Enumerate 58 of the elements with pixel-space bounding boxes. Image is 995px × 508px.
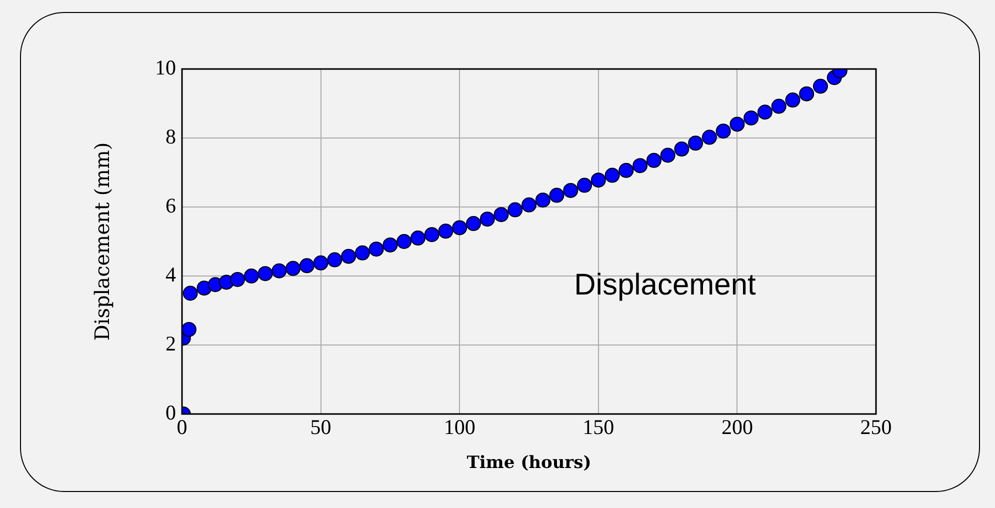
point [452,220,468,236]
point [590,172,606,188]
y-axis-title: Displacement (mm) [90,142,114,341]
x-tick-label: 250 [860,415,892,440]
annotation: Displacement [574,268,757,302]
point [785,92,800,108]
point [258,266,273,282]
point [299,258,314,274]
x-axis-title: Time (hours) [466,453,592,474]
point [341,248,356,264]
point [466,216,481,232]
point [660,148,676,163]
point [438,224,454,239]
point [812,78,828,94]
point [632,158,648,174]
point [244,268,259,284]
point [494,207,509,222]
point [730,116,745,132]
x-tick-label: 200 [721,415,753,440]
point [563,182,578,198]
y-tick-label: 6 [166,194,176,218]
point [396,234,412,249]
point [286,260,301,276]
point [410,230,426,246]
point [688,136,704,151]
point [354,245,370,260]
y-tick-label: 8 [166,124,176,149]
point [799,86,814,102]
point [230,272,246,287]
point [522,197,536,212]
point [771,98,786,114]
point [368,242,384,257]
point [618,162,634,178]
point [508,202,523,218]
point [549,188,564,203]
x-tick-label: 50 [310,415,332,440]
point [577,178,592,193]
point [702,130,717,145]
point [182,286,198,301]
y-tick-label: 10 [155,56,176,80]
point [646,152,662,168]
point [424,227,440,242]
point [313,255,328,270]
point [382,237,398,252]
point [744,110,759,126]
point [604,168,620,183]
point [757,104,772,120]
point [272,263,287,278]
y-tick-label: 2 [166,332,176,356]
x-tick-label: 150 [582,415,614,440]
point [716,124,731,139]
point [327,252,342,268]
point [480,212,495,227]
x-tick-label: 100 [444,415,476,440]
point [674,142,690,157]
point [535,192,550,208]
point [182,322,196,337]
y-tick-label: 4 [166,262,176,287]
